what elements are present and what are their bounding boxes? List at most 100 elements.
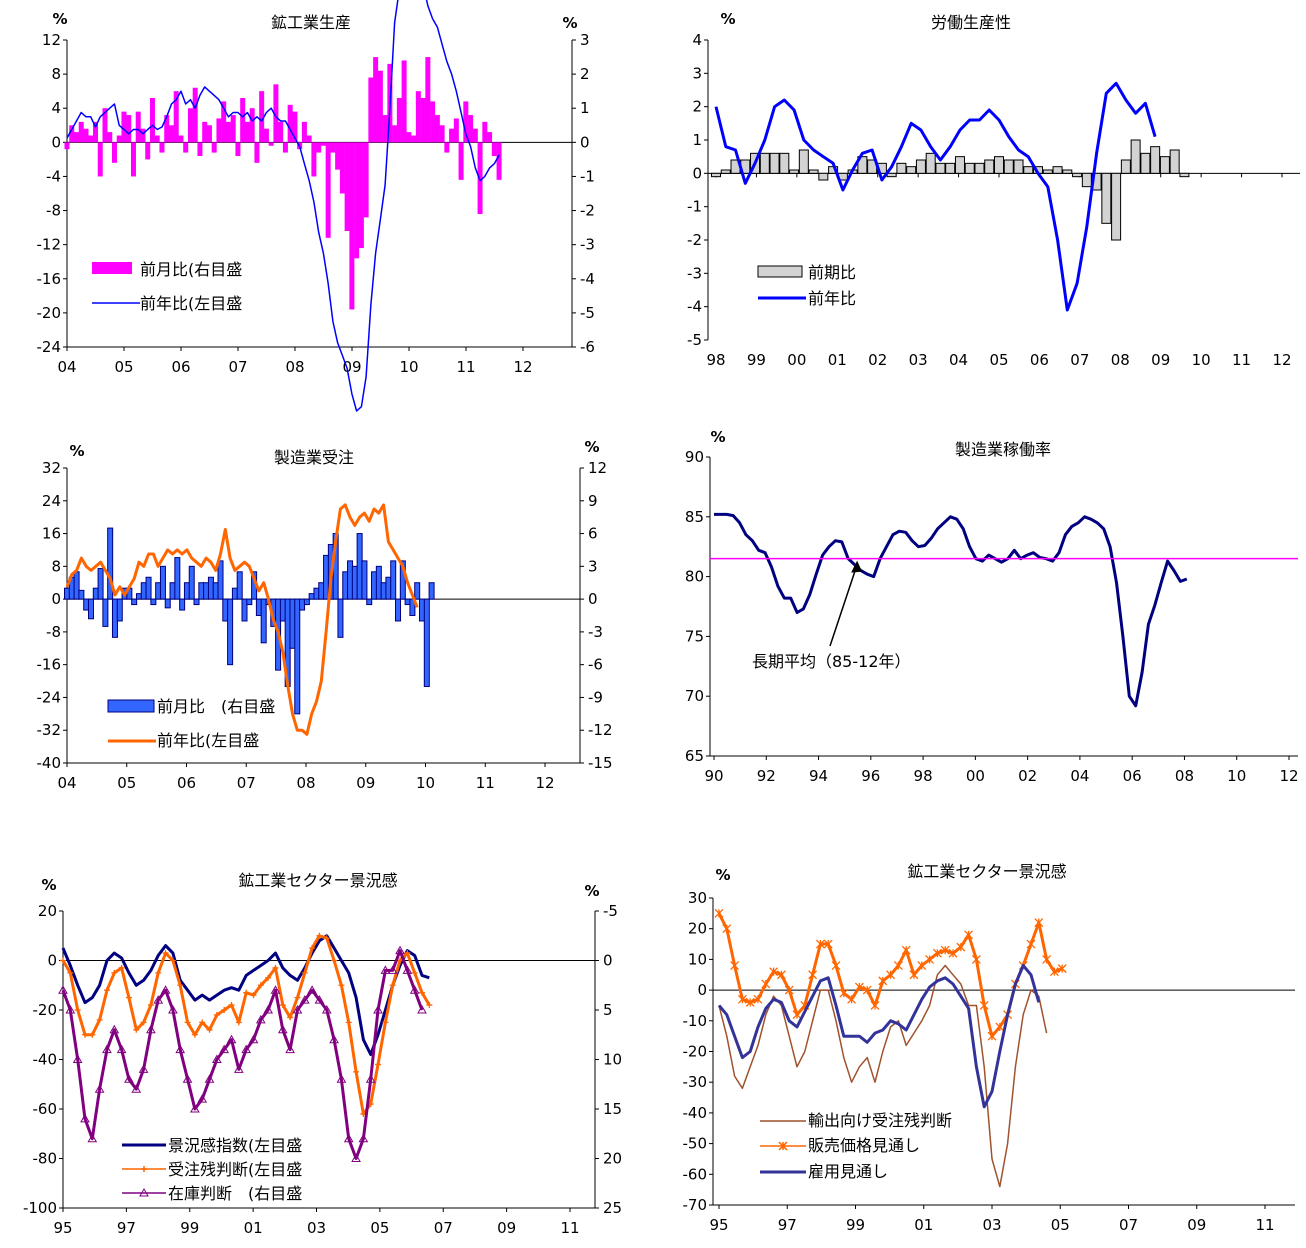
chart3-x-tick-label: 09: [356, 774, 375, 792]
chart1-bar: [292, 111, 298, 143]
chart5-left-tick-label: 20: [38, 902, 57, 920]
chart3-bar: [212, 582, 219, 600]
chart2-bar: [1062, 169, 1073, 174]
chart3-bar: [303, 598, 310, 606]
chart5-left-tick-label: 0: [47, 952, 57, 970]
chart1-bar: [306, 135, 312, 143]
chart1-bar: [487, 132, 493, 143]
chart5-right-tick-label: 15: [603, 1100, 622, 1118]
chart3-right-tick-label: -12: [588, 721, 613, 739]
chart3-legend-label-0: 前月比 (右目盛: [157, 697, 275, 716]
chart1-x-tick-label: 06: [171, 358, 190, 376]
chart5-left-tick-label: -100: [23, 1199, 57, 1217]
chart1-bar: [415, 91, 421, 143]
chart2-left-tick-label: 1: [692, 131, 702, 149]
chart3-bar: [255, 598, 262, 616]
chart6-series-2-marker: [792, 1010, 802, 1020]
chart2-left-unit: %: [720, 10, 735, 28]
chart3-bar: [361, 560, 368, 600]
chart2-bar: [1111, 172, 1122, 241]
chart5-series-3-marker: [197, 1094, 208, 1103]
chart5-series-2-marker: [74, 1007, 81, 1013]
chart3-bar: [135, 593, 142, 600]
chart1-bar: [396, 97, 402, 143]
chart3-bar: [318, 582, 325, 600]
chart1-bar: [363, 142, 369, 218]
chart1-right-tick-label: -5: [580, 304, 595, 322]
chart1-bar: [425, 57, 431, 143]
chart6-series-2-marker: [815, 939, 825, 949]
chart2-bar: [1169, 149, 1180, 174]
chart6-series-2-marker: [714, 908, 724, 918]
chart5-series-3-marker: [402, 965, 413, 974]
chart5-series-2-marker: [309, 945, 316, 952]
chart6-series-2-marker: [932, 948, 942, 958]
chart3-bar: [390, 560, 397, 600]
chart5-series-2-marker: [155, 969, 162, 976]
chart1-x-tick-label: 11: [456, 358, 475, 376]
chart5-series-3-marker: [131, 1084, 142, 1093]
chart5-series-2-marker: [353, 1068, 360, 1075]
chart1-bar: [330, 142, 336, 153]
chart1-bar: [468, 115, 474, 143]
chart3-bar: [380, 582, 387, 600]
chart3-bar: [418, 598, 425, 622]
chart6-x-tick-label: 97: [778, 1216, 797, 1234]
chart6-series-2-marker: [808, 970, 818, 980]
chart3-right-tick-label: 12: [588, 459, 607, 477]
chart5-series-2-marker: [60, 957, 66, 964]
chart3-bar: [159, 565, 166, 600]
chart2-bar: [818, 172, 829, 181]
chart5-series-3-marker: [417, 1004, 427, 1014]
chart5-series-3-marker: [72, 1054, 83, 1063]
chart6-series-2-marker: [1026, 939, 1036, 949]
chart6-series-2-marker: [839, 988, 849, 998]
chart5-series-3-marker: [138, 1064, 149, 1073]
chart1-bar: [173, 91, 179, 143]
chart5-series-2-marker: [316, 932, 323, 939]
chart3-legend-label-1: 前年比(左目盛: [157, 731, 259, 750]
chart3-bar: [323, 554, 330, 600]
chart5-series-2-marker: [375, 1061, 382, 1068]
chart6-series-2-marker: [831, 961, 841, 970]
chart1-bar: [373, 57, 379, 143]
chart1-bar: [168, 125, 174, 143]
chart4-arrow-shaft: [829, 564, 858, 647]
chart1-bar: [344, 142, 350, 232]
chart3-bar: [414, 582, 421, 600]
chart4-x-tick-label: 92: [757, 767, 776, 785]
chart5-left-tick-label: -60: [33, 1100, 58, 1118]
chart1-bar: [97, 142, 103, 177]
chart5-series-2-marker: [67, 969, 74, 976]
chart4-x-tick-label: 12: [1279, 767, 1298, 785]
chart3-bar: [356, 533, 363, 600]
chart1-bar: [311, 142, 317, 177]
chart3-bar: [83, 598, 90, 611]
chart4-x-tick-label: 04: [1070, 767, 1089, 785]
chart6-left-tick-label: 30: [688, 889, 707, 907]
chart3-bar: [308, 593, 315, 600]
chart1-right-tick-label: -4: [580, 270, 595, 288]
chart3-right-tick-label: 3: [588, 557, 598, 575]
chart5-right-tick-label: 10: [603, 1051, 622, 1069]
chart6-series-2-marker: [893, 961, 903, 970]
chart3-bar: [337, 598, 344, 638]
chart1-bar: [273, 84, 279, 143]
chart5-series-2-marker: [118, 964, 125, 971]
chart1-bar: [69, 125, 75, 143]
chart1-x-tick-label: 12: [513, 358, 532, 376]
chart1-bar: [92, 121, 98, 143]
chart1-bar: [83, 128, 89, 143]
chart6-series-2-marker: [917, 961, 927, 970]
chart1-bar: [183, 142, 189, 153]
chart2-bar: [964, 162, 975, 174]
chart5-x-tick-label: 07: [434, 1219, 453, 1237]
chart5-series-3-marker: [387, 965, 398, 974]
chart2-bar: [1003, 159, 1014, 174]
chart2-x-tick-label: 99: [747, 351, 766, 369]
chart3-left-tick-label: 32: [42, 459, 61, 477]
chart5-series-3-marker: [124, 1074, 134, 1083]
chart6-series-2-marker: [948, 948, 958, 958]
chart4-annotation: 長期平均（85-12年）: [752, 652, 911, 671]
chart3-bar: [174, 557, 181, 600]
